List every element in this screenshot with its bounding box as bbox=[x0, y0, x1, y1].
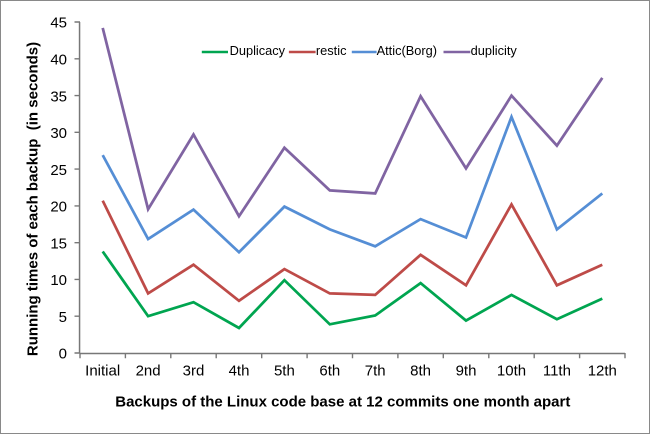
svg-text:Duplicacy: Duplicacy bbox=[230, 43, 286, 58]
svg-text:duplicity: duplicity bbox=[471, 43, 518, 58]
svg-text:4th: 4th bbox=[229, 363, 250, 380]
svg-text:35: 35 bbox=[50, 88, 67, 105]
svg-text:Attic(Borg): Attic(Borg) bbox=[377, 43, 437, 58]
svg-text:restic: restic bbox=[316, 43, 347, 58]
svg-text:20: 20 bbox=[50, 199, 67, 216]
svg-text:8th: 8th bbox=[410, 363, 431, 380]
svg-text:10: 10 bbox=[50, 272, 67, 289]
svg-text:Backups of the Linux code base: Backups of the Linux code base at 12 com… bbox=[115, 394, 570, 411]
svg-text:Running times of each backup: Running times of each backup (in seconds… bbox=[24, 42, 41, 356]
svg-text:25: 25 bbox=[50, 162, 67, 179]
svg-text:11th: 11th bbox=[543, 363, 571, 380]
svg-text:12th: 12th bbox=[588, 363, 617, 380]
svg-text:5th: 5th bbox=[274, 363, 295, 380]
svg-text:7th: 7th bbox=[365, 363, 386, 380]
svg-text:15: 15 bbox=[50, 235, 67, 252]
svg-text:45: 45 bbox=[50, 15, 67, 32]
svg-text:30: 30 bbox=[50, 125, 67, 142]
svg-text:6th: 6th bbox=[319, 363, 340, 380]
svg-text:2nd: 2nd bbox=[136, 363, 161, 380]
svg-text:40: 40 bbox=[50, 52, 67, 69]
svg-text:0: 0 bbox=[59, 346, 67, 363]
svg-text:10th: 10th bbox=[497, 363, 526, 380]
svg-text:3rd: 3rd bbox=[183, 363, 205, 380]
svg-text:Initial: Initial bbox=[85, 363, 120, 380]
svg-text:9th: 9th bbox=[456, 363, 477, 380]
svg-text:5: 5 bbox=[59, 309, 67, 326]
